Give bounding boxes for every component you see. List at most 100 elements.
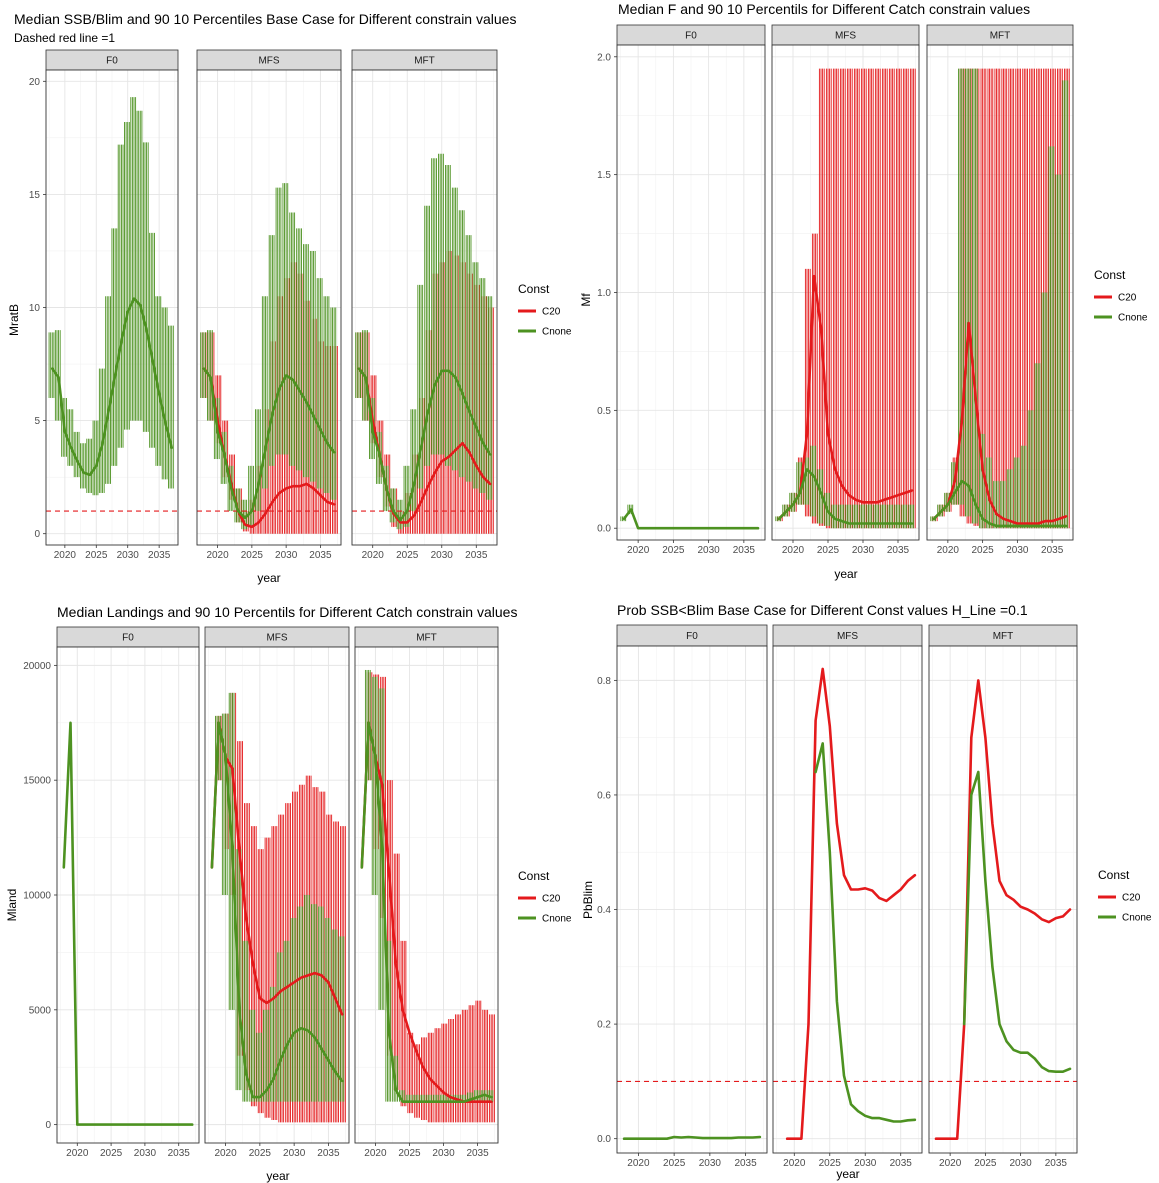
y-tick-label: 1.0 xyxy=(597,288,611,299)
y-axis-title: PbBlim xyxy=(581,881,595,919)
facet-label: MFS xyxy=(258,56,279,67)
chart-title: Median SSB/Blim and 90 10 Percentiles Ba… xyxy=(14,11,516,27)
facet-mft: MFT 2020 2025 2030 2035 xyxy=(354,626,499,1159)
chart-title: Prob SSB<Blim Base Case for Different Co… xyxy=(617,602,1028,618)
facet-label: MFS xyxy=(266,633,287,644)
x-tick-label: 2025 xyxy=(663,1158,686,1169)
y-tick-label: 1.5 xyxy=(597,170,611,181)
y-tick-label: 20 xyxy=(29,77,41,88)
x-tick-label: 2020 xyxy=(54,550,77,561)
median-line-c20 xyxy=(785,667,917,1140)
panel-border xyxy=(204,646,350,1144)
x-tick-label: 2025 xyxy=(241,550,264,561)
legend-title: Const xyxy=(1098,868,1130,882)
x-tick-label: 2030 xyxy=(117,550,140,561)
x-tick-label: 2025 xyxy=(819,1158,842,1169)
y-tick-label: 0.2 xyxy=(597,1020,611,1031)
chart-title: Median Landings and 90 10 Percentils for… xyxy=(57,604,517,620)
panel-border xyxy=(351,69,498,546)
y-tick-label: 0.0 xyxy=(597,524,611,535)
x-tick-label: 2035 xyxy=(309,550,332,561)
y-tick-label: 5000 xyxy=(29,1005,52,1016)
median-line-cnone xyxy=(62,721,194,1126)
panel-border xyxy=(772,645,923,1154)
x-tick-label: 2035 xyxy=(887,545,910,556)
x-tick-label: 2035 xyxy=(317,1148,340,1159)
y-tick-label: 10 xyxy=(29,303,41,314)
facet-label: MFT xyxy=(414,56,435,67)
median-line-cnone xyxy=(202,367,336,520)
x-tick-label: 2035 xyxy=(148,550,171,561)
x-tick-label: 2025 xyxy=(249,1148,272,1159)
facet-label: F0 xyxy=(106,56,118,67)
facet-label: MFS xyxy=(835,31,856,42)
x-tick-label: 2025 xyxy=(817,545,840,556)
x-tick-label: 2035 xyxy=(734,1158,757,1169)
facet-label: F0 xyxy=(122,633,134,644)
y-tick-label: 15 xyxy=(29,190,41,201)
y-axis-title: Mf xyxy=(579,293,593,307)
facet-f0: F0 2020 2025 2030 2035 0.0 0.5 1.0 1.5 2.0 xyxy=(597,24,766,556)
x-tick-label: 2030 xyxy=(854,1158,877,1169)
x-tick-label: 2030 xyxy=(134,1148,157,1159)
legend: Const C20 Cnone xyxy=(518,282,572,338)
facet-mfs: MFS 2020 2025 2030 2035 xyxy=(772,624,923,1169)
median-line-c20 xyxy=(210,721,344,1016)
x-tick-label: 2035 xyxy=(168,1148,191,1159)
x-tick-label: 2035 xyxy=(1045,1158,1068,1169)
x-tick-label: 2025 xyxy=(85,550,108,561)
x-tick-label: 2020 xyxy=(627,545,650,556)
x-tick-label: 2025 xyxy=(662,545,685,556)
legend: Const C20 Cnone xyxy=(518,869,572,925)
x-tick-label: 2030 xyxy=(1009,1158,1032,1169)
median-line-c20 xyxy=(360,721,493,1103)
median-line-cnone xyxy=(50,297,173,477)
median-line-c20 xyxy=(932,321,1068,525)
x-tick-label: 2020 xyxy=(206,550,229,561)
facet-mfs: MFS 2020 2025 2030 2035 xyxy=(771,24,920,556)
chart-prob: Prob SSB<Blim Base Case for Different Co… xyxy=(581,602,1152,1181)
x-tick-label: 2020 xyxy=(627,1158,650,1169)
legend-label-c20: C20 xyxy=(542,307,561,318)
x-axis-title: year xyxy=(266,1169,289,1183)
legend-label-c20: C20 xyxy=(542,894,561,905)
facet-mft: MFT 2020 2025 2030 2035 xyxy=(926,24,1074,556)
y-tick-label: 10000 xyxy=(23,891,51,902)
x-tick-label: 2030 xyxy=(699,1158,722,1169)
facet-f0: F0 2020 2025 2030 2035 0 5 10 15 20 xyxy=(29,49,179,561)
x-tick-label: 2030 xyxy=(852,545,875,556)
x-tick-label: 2020 xyxy=(783,1158,806,1169)
median-line-c20 xyxy=(934,679,1072,1140)
median-line-cnone xyxy=(210,721,344,1099)
y-tick-label: 2.0 xyxy=(597,52,611,63)
x-axis-title: year xyxy=(836,1167,859,1181)
legend-label-c20: C20 xyxy=(1118,293,1137,304)
panel-border xyxy=(354,646,499,1144)
y-axis-title: MratB xyxy=(7,304,21,336)
x-tick-label: 2035 xyxy=(890,1158,913,1169)
legend: Const C20 Cnone xyxy=(1094,268,1148,324)
chart-f: Median F and 90 10 Percentils for Differ… xyxy=(579,1,1148,581)
y-tick-label: 15000 xyxy=(23,776,51,787)
x-tick-label: 2020 xyxy=(66,1148,89,1159)
legend-label-cnone: Cnone xyxy=(542,327,572,338)
legend-title: Const xyxy=(518,282,550,296)
x-tick-label: 2030 xyxy=(431,550,454,561)
legend-label-c20: C20 xyxy=(1122,893,1141,904)
y-tick-label: 0.5 xyxy=(597,406,611,417)
y-tick-label: 5 xyxy=(34,416,40,427)
y-tick-label: 0.4 xyxy=(597,905,611,916)
x-tick-label: 2030 xyxy=(1006,545,1029,556)
x-tick-label: 2035 xyxy=(466,1148,489,1159)
x-tick-label: 2030 xyxy=(275,550,298,561)
x-tick-label: 2035 xyxy=(733,545,756,556)
chart-subtitle: Dashed red line =1 xyxy=(14,31,115,45)
legend-label-cnone: Cnone xyxy=(542,914,572,925)
median-line-c20 xyxy=(777,274,914,521)
median-line-cnone xyxy=(622,1135,762,1140)
x-tick-label: 2030 xyxy=(697,545,720,556)
y-tick-label: 0.0 xyxy=(597,1134,611,1145)
panel-border xyxy=(196,69,342,546)
x-tick-label: 2025 xyxy=(974,1158,997,1169)
